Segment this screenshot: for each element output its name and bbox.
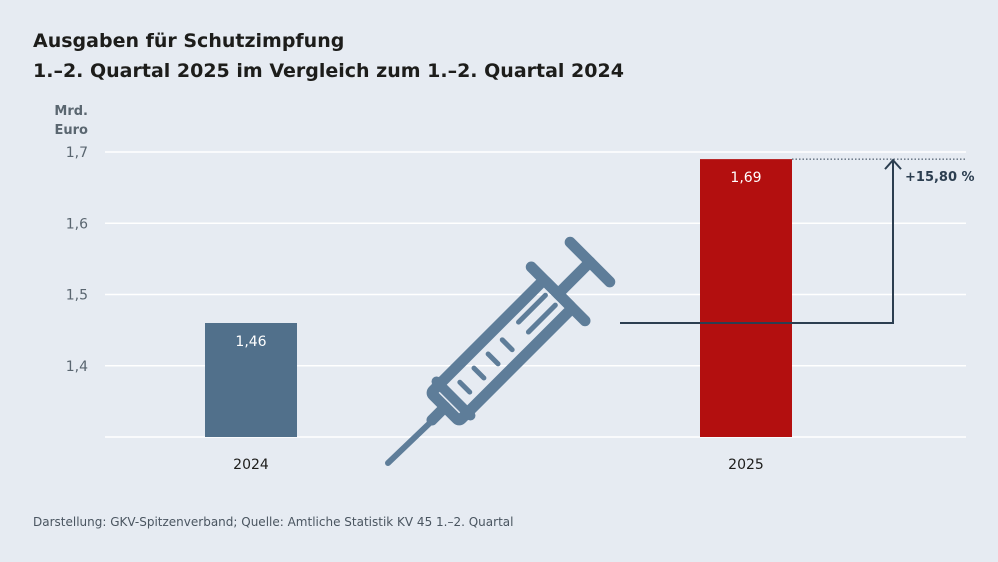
- change-arrow: +15,80 %: [620, 158, 975, 324]
- y-tick-label: 1,4: [66, 359, 88, 375]
- y-tick-label: 1,5: [66, 288, 88, 304]
- bar-2025: [700, 159, 792, 437]
- change-annotation: +15,80 %: [905, 170, 975, 185]
- y-axis-label-line-1: Mrd.: [54, 104, 88, 119]
- y-axis-label-line-2: Euro: [55, 123, 89, 138]
- x-tick-label: 2025: [728, 457, 764, 473]
- y-tick-label: 1,7: [66, 145, 88, 161]
- title-line-1: Ausgaben für Schutzimpfung: [33, 30, 345, 52]
- arrow-head: [884, 158, 902, 170]
- syringe-icon: [385, 236, 616, 466]
- bar-labels: 1,46 2024 1,69 2025: [233, 170, 764, 473]
- y-tick-label: 1,6: [66, 216, 88, 232]
- arrow-line: [620, 161, 894, 324]
- x-tick-label: 2024: [233, 457, 269, 473]
- bar-2024: [205, 323, 297, 437]
- title-line-2: 1.–2. Quartal 2025 im Vergleich zum 1.–2…: [33, 60, 624, 82]
- chart-title: Ausgaben für Schutzimpfung 1.–2. Quartal…: [33, 26, 624, 86]
- y-tick-labels: 1,4 1,5 1,6 1,7: [66, 145, 88, 375]
- bar-value-label: 1,69: [730, 170, 761, 186]
- bars: [205, 159, 792, 437]
- source-note: Darstellung: GKV-Spitzenverband; Quelle:…: [33, 515, 514, 529]
- bar-value-label: 1,46: [235, 334, 266, 350]
